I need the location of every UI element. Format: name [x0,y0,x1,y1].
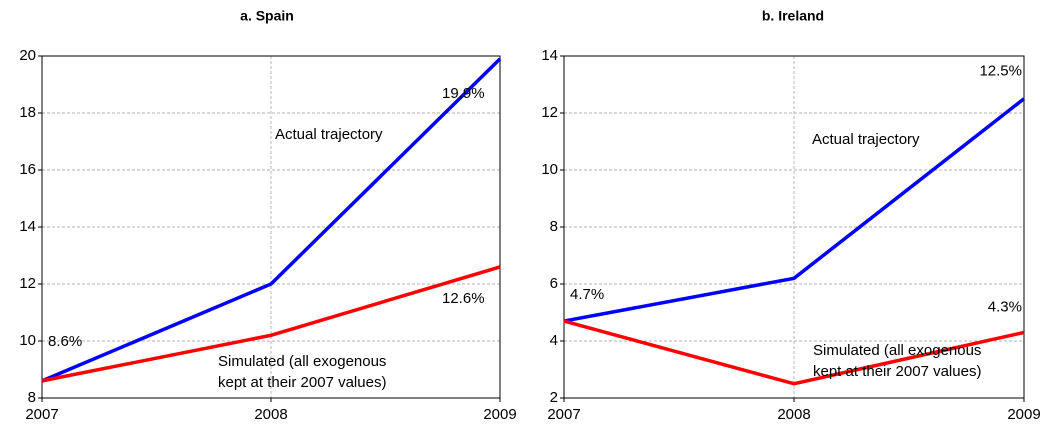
chart-title: a. Spain [240,8,294,24]
y-tick-label: 10 [541,161,558,178]
series-label: kept at their 2007 values) [218,374,386,391]
series-line [563,97,1026,323]
x-tick-label: 2009 [483,406,516,423]
y-tick-label: 6 [550,275,558,292]
value-label: 19.9% [442,85,485,102]
series-label: Actual trajectory [812,131,920,148]
value-label: 8.6% [48,333,82,350]
y-tick-label: 14 [19,218,36,235]
plot-frame [41,55,501,399]
x-tick-label: 2007 [25,406,58,423]
series-label: Simulated (all exogenous [218,353,386,370]
series-line [41,265,501,383]
series-line [41,57,502,383]
y-tick-label: 14 [541,47,558,64]
series-label: Actual trajectory [275,126,383,143]
value-label: 12.6% [442,290,485,307]
x-tick-label: 2009 [1007,406,1040,423]
y-tick-label: 18 [19,104,36,121]
y-tick-label: 20 [19,47,36,64]
chart-title: b. Ireland [762,8,824,24]
y-tick-label: 16 [19,161,36,178]
series-label: kept at their 2007 values) [813,363,981,380]
plot-frame [563,55,1025,399]
series-label: Simulated (all exogenous [813,342,981,359]
y-tick-label: 8 [550,218,558,235]
y-tick-label: 12 [19,275,36,292]
x-tick-label: 2007 [547,406,580,423]
y-tick-label: 8 [28,389,36,406]
y-tick-label: 12 [541,104,558,121]
series-line [563,319,1025,386]
x-tick-label: 2008 [777,406,810,423]
y-tick-label: 2 [550,389,558,406]
y-tick-label: 10 [19,332,36,349]
value-label: 4.3% [988,298,1022,315]
x-tick-label: 2008 [254,406,287,423]
value-label: 4.7% [570,286,604,303]
y-tick-label: 4 [550,332,558,349]
value-label: 12.5% [979,63,1022,80]
